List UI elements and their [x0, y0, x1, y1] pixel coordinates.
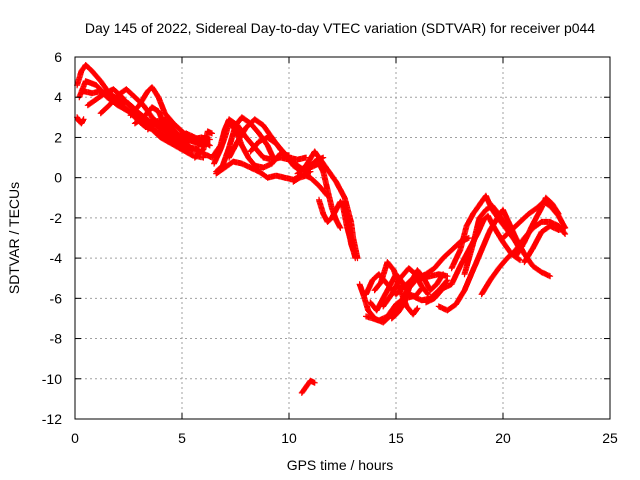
- y-tick-label: 0: [54, 170, 62, 186]
- data-point-track: [461, 202, 524, 278]
- y-tick-label: -8: [50, 331, 63, 347]
- data-point-track: [388, 267, 447, 322]
- series-sdtvar: [74, 62, 569, 396]
- y-tick-label: -4: [50, 250, 63, 266]
- x-tick-label: 0: [71, 430, 79, 446]
- data-point-track: [189, 134, 213, 143]
- data-point-track: [290, 172, 331, 199]
- data-point-track: [521, 222, 569, 266]
- x-tick-label: 20: [495, 430, 511, 446]
- y-tick-label: -10: [42, 371, 62, 387]
- x-axis-label: GPS time / hours: [287, 457, 394, 473]
- data-point-track: [74, 114, 87, 127]
- data-point-track: [380, 265, 432, 310]
- y-tick-label: 4: [54, 89, 62, 105]
- data-series: [74, 62, 569, 396]
- y-tick-label: 6: [54, 49, 62, 65]
- axis-ticks: 0 5 10 15 20 25 -12 -10 -8 -6 -4 -2 0 2 4 6: [42, 49, 618, 446]
- chart-title: Day 145 of 2022, Sidereal Day-to-day VTE…: [85, 20, 595, 36]
- data-point-track: [339, 200, 359, 262]
- y-tick-label: -6: [50, 290, 63, 306]
- grid-lines: [75, 57, 610, 419]
- data-point-track: [247, 134, 305, 175]
- x-tick-label: 5: [178, 430, 186, 446]
- data-point-track: [298, 377, 318, 396]
- x-tick-label: 15: [388, 430, 404, 446]
- x-tick-label: 25: [602, 430, 618, 446]
- data-point-track: [127, 84, 203, 147]
- y-axis-label: SDTVAR / TECUs: [6, 182, 22, 294]
- x-tick-label: 10: [281, 430, 297, 446]
- data-point-track: [512, 194, 562, 260]
- y-tick-label: -12: [42, 411, 62, 427]
- y-tick-label: 2: [54, 129, 62, 145]
- y-tick-label: -2: [50, 210, 63, 226]
- plot-frame: [74, 56, 611, 420]
